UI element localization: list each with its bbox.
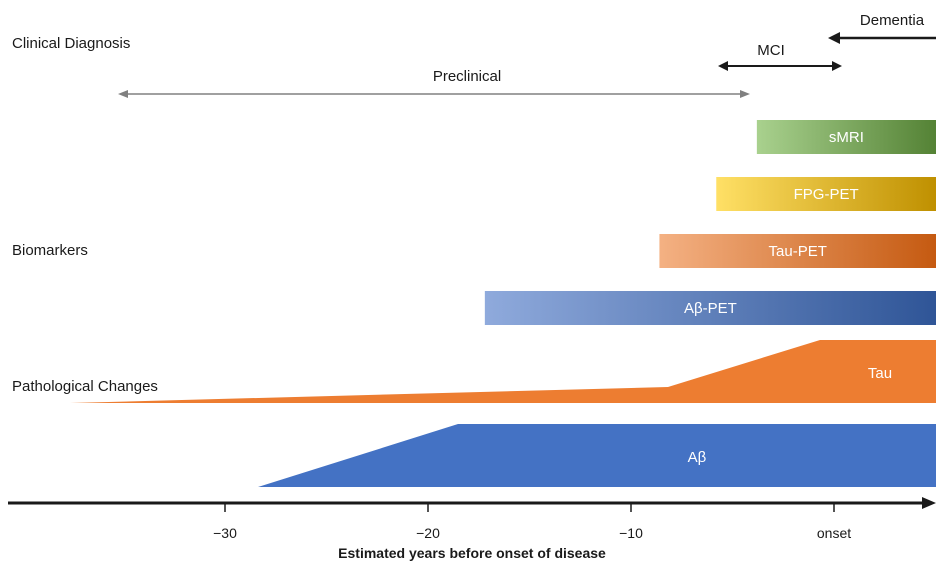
tau-pathology-label: Tau <box>868 365 892 382</box>
clinical-diagnosis-label: Clinical Diagnosis <box>12 35 130 52</box>
biomarker-bar-fpg-pet <box>716 177 936 211</box>
tau-pathology-shape <box>70 340 936 403</box>
time-axis <box>8 497 936 509</box>
axis-tick-label: −10 <box>619 525 643 541</box>
biomarker-bar-label: FPG-PET <box>794 186 859 203</box>
preclinical-label: Preclinical <box>433 68 501 85</box>
abeta-pathology-shape <box>258 424 936 487</box>
mci-label: MCI <box>757 42 785 59</box>
axis-tick-label: −30 <box>213 525 237 541</box>
mci-arrow <box>718 61 842 71</box>
axis-title: Estimated years before onset of disease <box>338 545 606 561</box>
biomarker-bar-a-pet <box>484 291 936 325</box>
dementia-label: Dementia <box>860 12 925 29</box>
biomarker-bar-label: Tau-PET <box>769 243 827 260</box>
preclinical-arrow <box>118 90 750 98</box>
biomarker-bar-smri <box>756 120 936 154</box>
biomarkers-label: Biomarkers <box>12 242 88 259</box>
axis-tick-label: onset <box>817 525 851 541</box>
abeta-pathology-label: Aβ <box>688 449 707 466</box>
pathological-changes-label: Pathological Changes <box>12 378 158 395</box>
biomarker-bar-label: sMRI <box>829 129 864 146</box>
biomarker-bars: sMRI FPG-PET Tau-PET Aβ-PET <box>484 120 936 325</box>
biomarker-bar-tau-pet <box>659 234 936 268</box>
dementia-arrow <box>828 32 936 44</box>
biomarker-bar-label: Aβ-PET <box>684 300 737 317</box>
axis-tick-label: −20 <box>416 525 440 541</box>
axis-ticks: −30 −20 −10 onset <box>213 503 851 541</box>
